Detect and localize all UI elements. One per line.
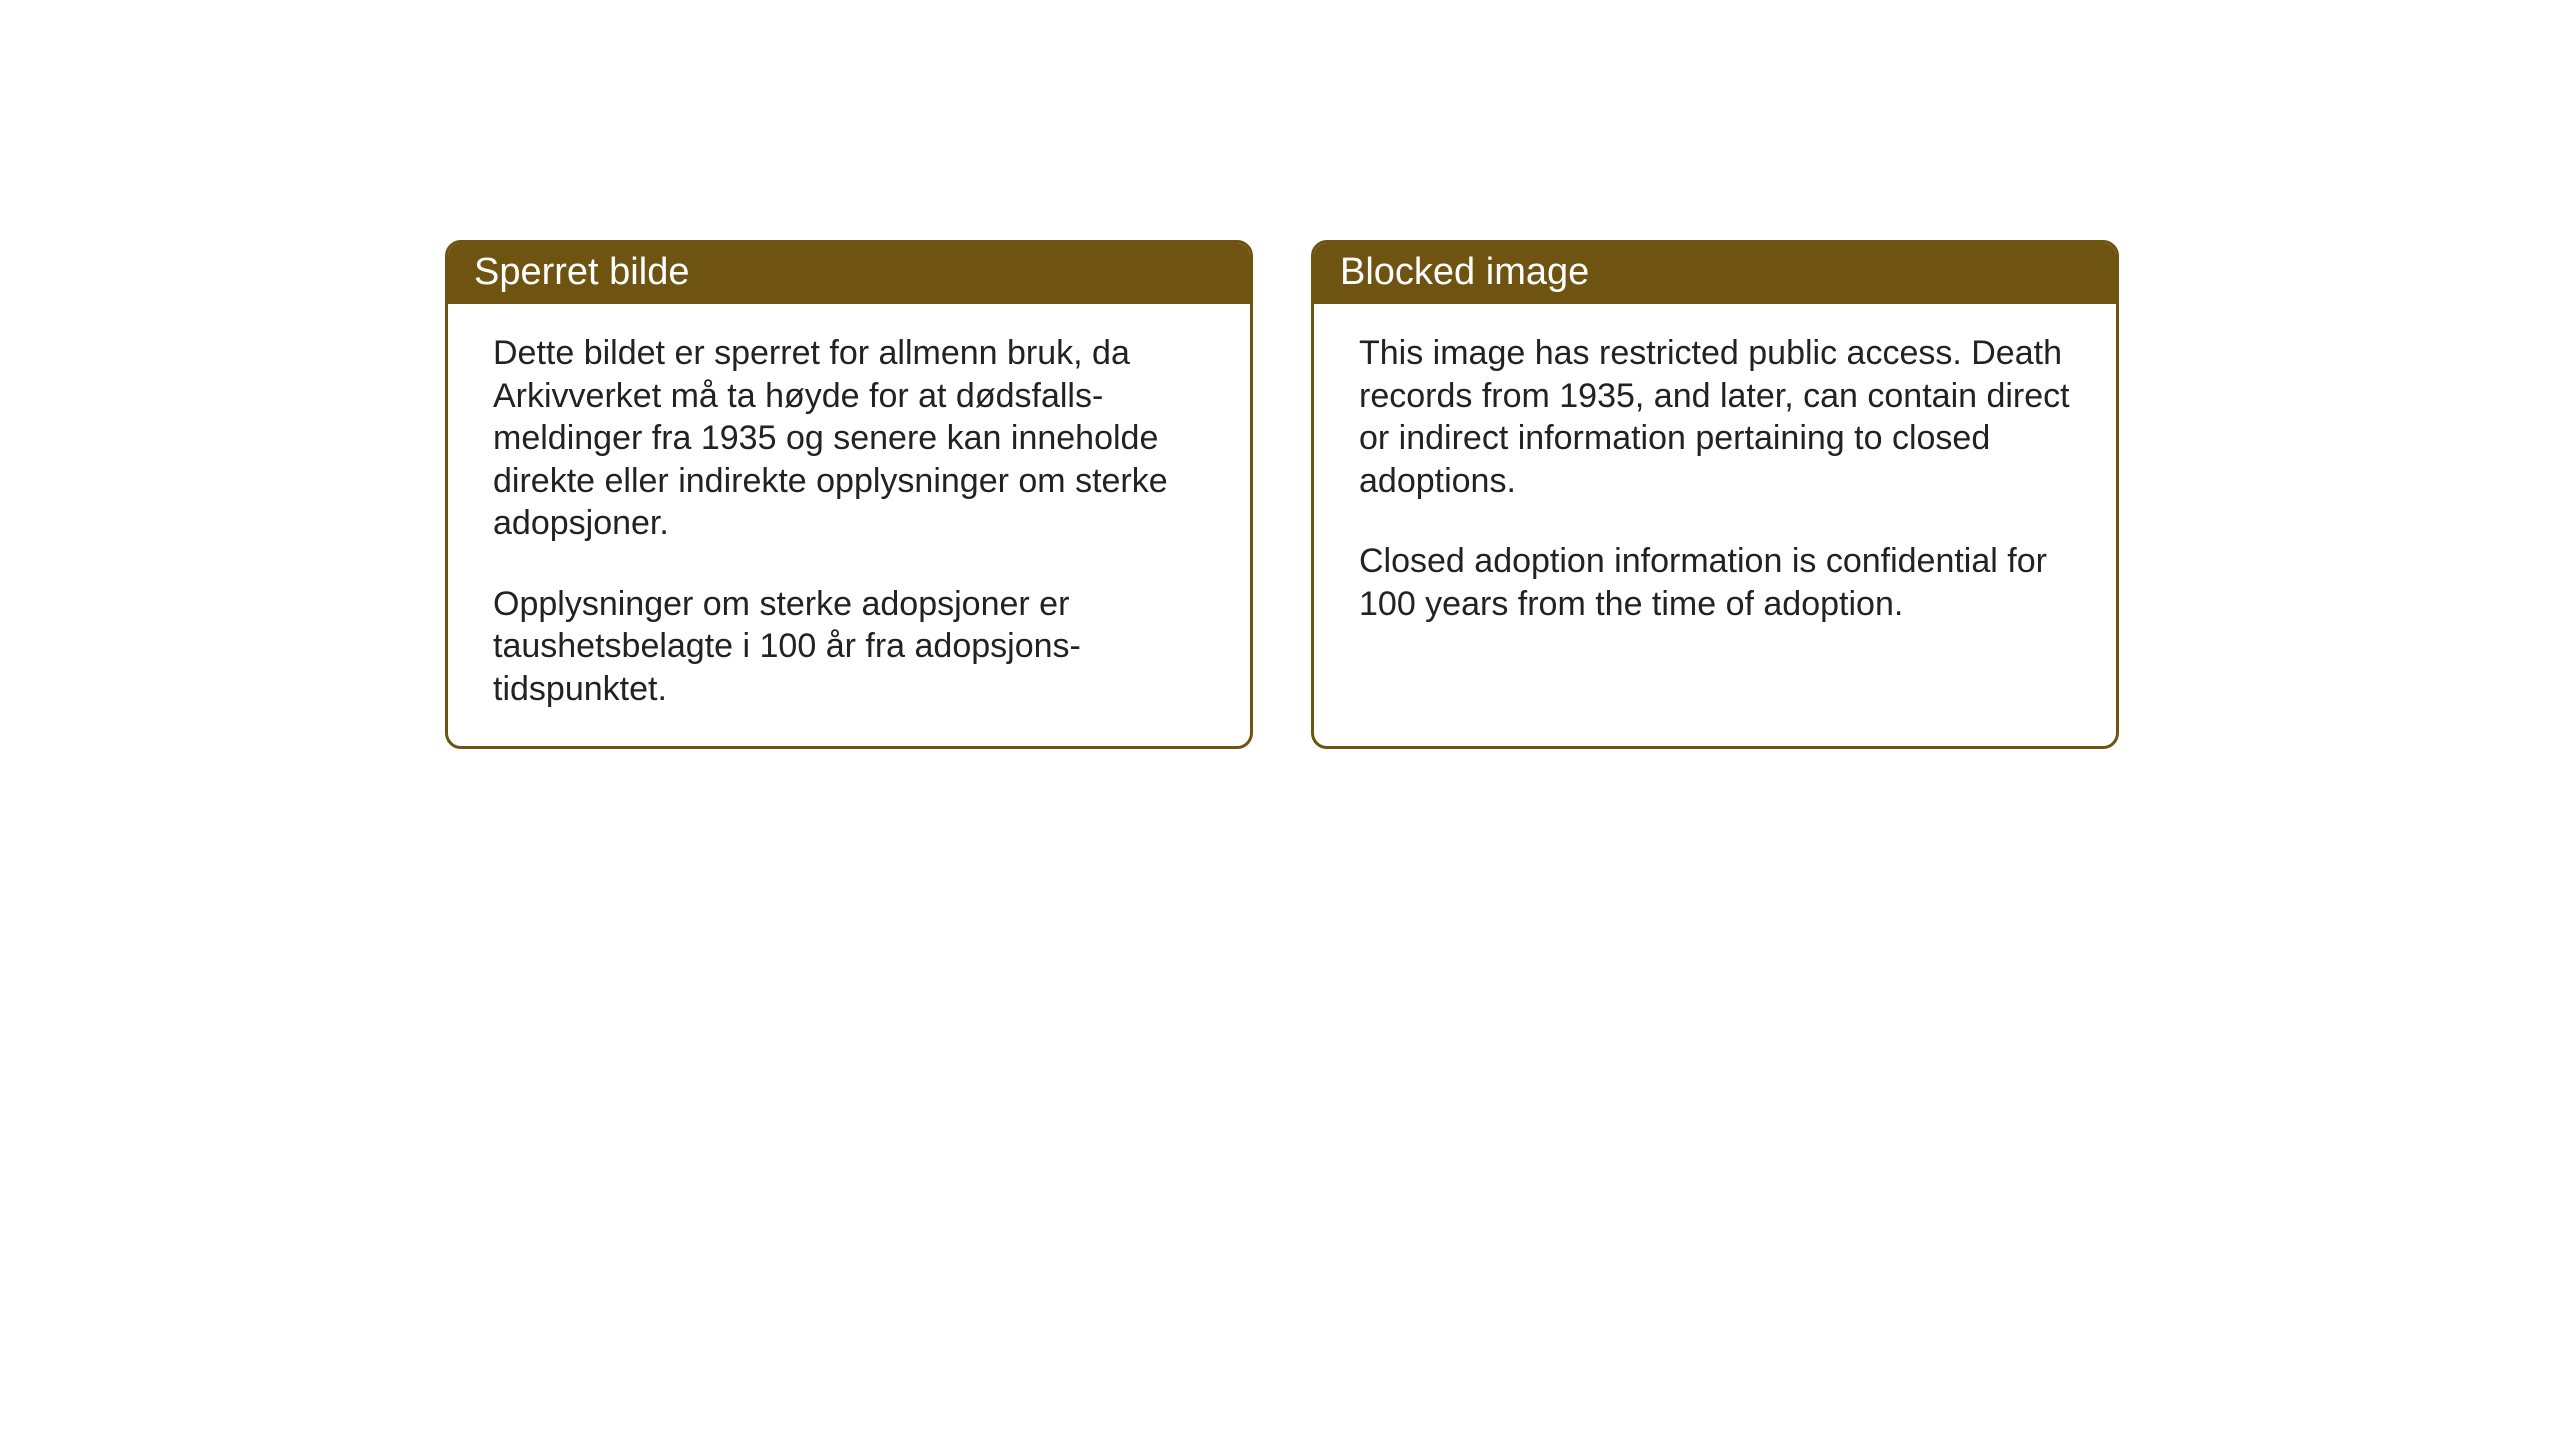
card-header-norwegian: Sperret bilde — [448, 243, 1250, 304]
card-title: Sperret bilde — [474, 251, 689, 293]
notice-paragraph: Dette bildet er sperret for allmenn bruk… — [493, 332, 1210, 545]
notice-paragraph: Opplysninger om sterke adopsjoner er tau… — [493, 583, 1210, 711]
notice-paragraph: This image has restricted public access.… — [1359, 332, 2076, 502]
notice-container: Sperret bilde Dette bildet er sperret fo… — [445, 240, 2119, 749]
card-body-english: This image has restricted public access.… — [1314, 304, 2116, 661]
notice-card-norwegian: Sperret bilde Dette bildet er sperret fo… — [445, 240, 1253, 749]
card-title: Blocked image — [1340, 251, 1589, 293]
card-header-english: Blocked image — [1314, 243, 2116, 304]
card-body-norwegian: Dette bildet er sperret for allmenn bruk… — [448, 304, 1250, 746]
notice-card-english: Blocked image This image has restricted … — [1311, 240, 2119, 749]
notice-paragraph: Closed adoption information is confident… — [1359, 540, 2076, 625]
